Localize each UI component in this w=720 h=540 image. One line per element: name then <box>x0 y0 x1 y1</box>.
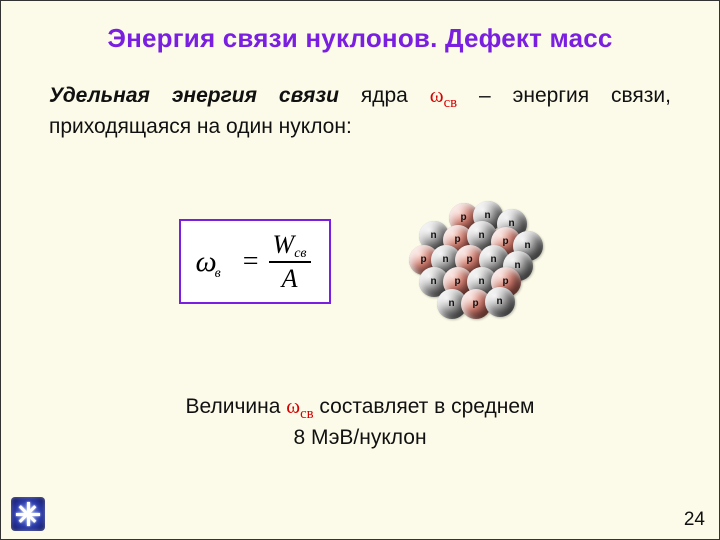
intro-paragraph: Удельная энергия связи ядра ωсв – энерги… <box>1 54 719 141</box>
formula-numerator: Wсв <box>269 231 311 258</box>
formula-eq: = <box>229 246 263 278</box>
intro-t1: ядра <box>339 84 430 107</box>
formula-fraction: Wсв A <box>269 231 311 292</box>
intro-emph: Удельная энергия связи <box>49 84 339 107</box>
page-title: Энергия связи нуклонов. Дефект масс <box>1 1 719 54</box>
bottom-text: Величина ωсв составляет в среднем 8 МэВ/… <box>1 393 719 452</box>
nucleus-illustration: pnnnpnpnpnpnnnpnpnpn <box>401 197 541 327</box>
formula-box: ωв = Wсв A <box>179 219 330 304</box>
formula-lhs: ωв <box>195 245 222 279</box>
bottom-omega: ωсв <box>286 394 313 418</box>
bottom-line1b: составляет в среднем <box>314 395 535 418</box>
formula-denominator: A <box>278 265 302 292</box>
bottom-line1a: Величина <box>186 395 287 418</box>
corner-logo-icon <box>11 497 45 531</box>
neutron-icon: n <box>485 287 515 317</box>
content-row: ωв = Wсв A pnnnpnpnpnpnnnpnpnpn <box>1 197 719 327</box>
page-number: 24 <box>684 509 705 531</box>
bottom-line2: 8 МэВ/нуклон <box>293 426 426 449</box>
intro-omega: ωсв <box>430 83 457 107</box>
